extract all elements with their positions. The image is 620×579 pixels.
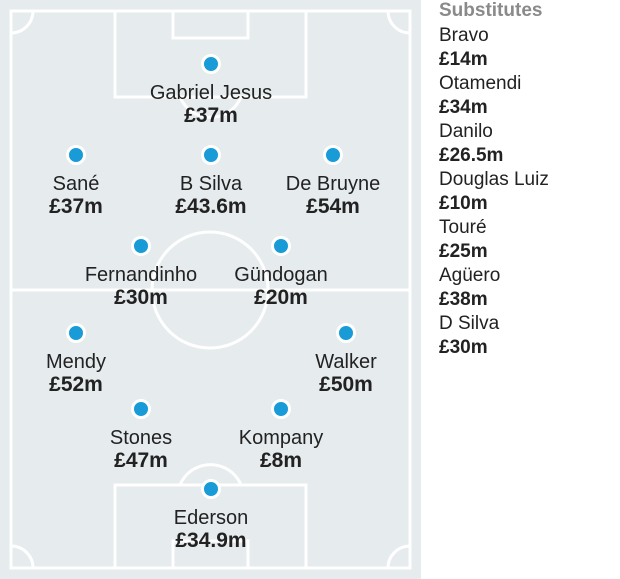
player-fee: £20m: [254, 286, 308, 309]
player-name: Fernandinho: [84, 264, 198, 286]
player-dot: [201, 479, 221, 499]
top-penalty-arc: [178, 96, 243, 119]
substitute-fee: £14m: [439, 49, 488, 70]
player-name: Mendy: [45, 351, 107, 373]
player-stones: Stones £47m: [41, 399, 241, 473]
player-name: Gabriel Jesus: [149, 82, 273, 104]
substitute-name: Otamendi: [439, 73, 522, 94]
player-fee: £54m: [306, 195, 360, 218]
player-name: Gündogan: [234, 264, 328, 286]
player-fee: £30m: [114, 286, 168, 309]
top-goal-area: [171, 9, 250, 40]
substitute-name: Touré: [439, 217, 487, 238]
player-dot: [323, 145, 343, 165]
player-fernandinho: Fernandinho £30m: [41, 236, 241, 310]
substitute-fee: £26.5m: [439, 145, 504, 166]
player-gundogan: Gündogan £20m: [181, 236, 381, 310]
player-name: B Silva: [179, 173, 243, 195]
player-dot: [131, 399, 151, 419]
corner-arc-top-left: [10, 10, 35, 35]
player-name: De Bruyne: [285, 173, 381, 195]
substitute-fee: £10m: [439, 193, 488, 214]
player-gabriel-jesus: Gabriel Jesus £37m: [111, 54, 311, 128]
player-name: Sané: [52, 173, 100, 195]
substitute-fee: £38m: [439, 289, 488, 310]
player-name: Walker: [315, 351, 377, 373]
player-dot: [201, 145, 221, 165]
player-dot: [336, 323, 356, 343]
player-fee: £47m: [114, 449, 168, 472]
player-dot: [271, 399, 291, 419]
substitute-name: D Silva: [439, 313, 500, 334]
player-kompany: Kompany £8m: [181, 399, 381, 473]
player-dot: [66, 145, 86, 165]
player-sane: Sané £37m: [0, 145, 176, 219]
player-b-silva: B Silva £43.6m: [111, 145, 311, 219]
substitute-name: Agüero: [439, 265, 501, 286]
player-name: Ederson: [173, 507, 249, 529]
player-dot: [66, 323, 86, 343]
player-fee: £37m: [49, 195, 103, 218]
player-dot: [131, 236, 151, 256]
substitutes-panel: Substitutes Bravo £14m Otamendi £34m Dan…: [439, 0, 614, 360]
bottom-penalty-arc: [178, 463, 243, 486]
substitutes-title: Substitutes: [439, 0, 543, 21]
centre-circle: [150, 230, 270, 350]
corner-arc-bottom-right: [386, 544, 411, 569]
player-walker: Walker £50m: [246, 323, 446, 397]
player-de-bruyne: De Bruyne £54m: [233, 145, 433, 219]
player-fee: £52m: [49, 373, 103, 396]
substitute-name: Danilo: [439, 121, 493, 142]
player-name: Kompany: [238, 427, 324, 449]
substitute-fee: £25m: [439, 241, 488, 262]
player-dot: [271, 236, 291, 256]
substitute-fee: £34m: [439, 97, 488, 118]
player-fee: £37m: [184, 104, 238, 127]
player-dot: [201, 54, 221, 74]
player-fee: £8m: [259, 449, 303, 472]
player-fee: £50m: [319, 373, 373, 396]
bottom-goal-area: [171, 539, 250, 570]
substitute-name: Bravo: [439, 25, 489, 46]
substitute-name: Douglas Luiz: [439, 169, 549, 190]
corner-arc-bottom-left: [10, 544, 35, 569]
corner-arc-top-right: [386, 10, 411, 35]
player-fee: £34.9m: [175, 529, 247, 552]
player-fee: £43.6m: [175, 195, 247, 218]
substitute-fee: £30m: [439, 337, 488, 358]
player-ederson: Ederson £34.9m: [111, 479, 311, 553]
player-mendy: Mendy £52m: [0, 323, 176, 397]
player-name: Stones: [109, 427, 173, 449]
